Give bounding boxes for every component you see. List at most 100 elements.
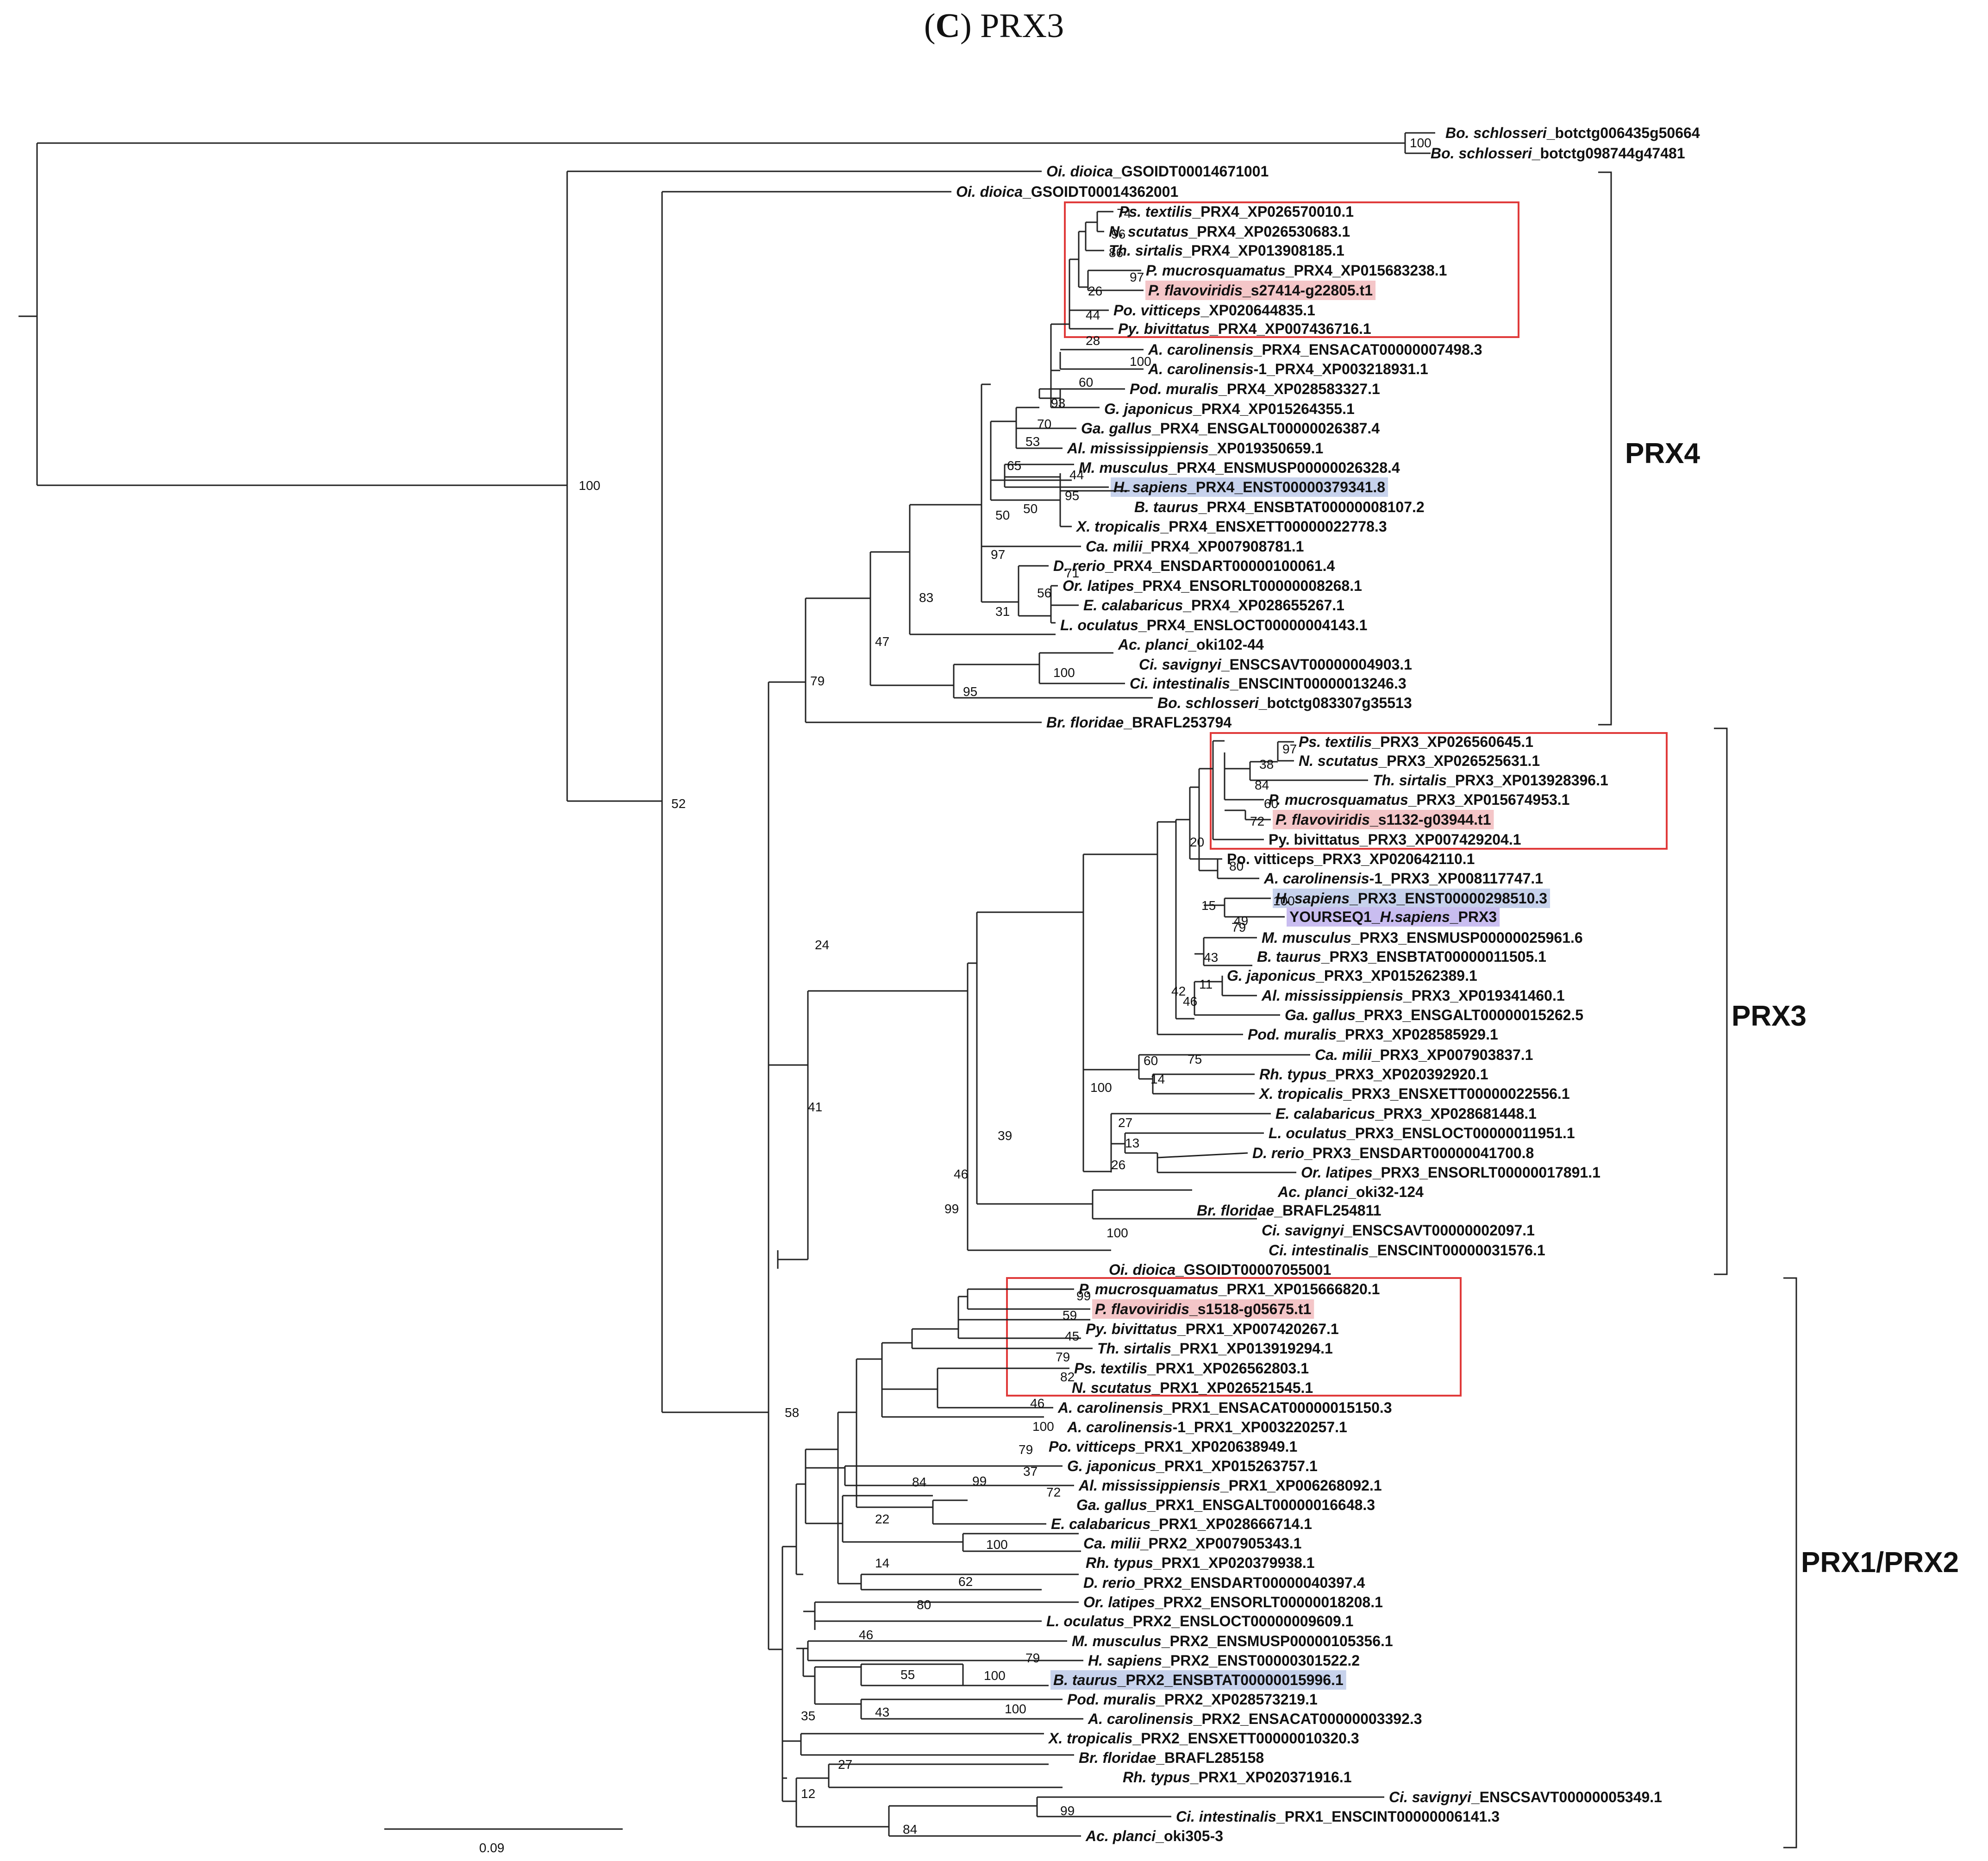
- tip-label: Al. mississippiensis_XP019350659.1: [1067, 440, 1323, 457]
- support-value: 49: [1234, 914, 1248, 928]
- tip-label: M. musculus_PRX3_ENSMUSP00000025961.6: [1262, 929, 1583, 946]
- clade-label-prx3: PRX3: [1732, 1000, 1807, 1032]
- tip-label: Al. mississippiensis_PRX1_XP006268092.1: [1078, 1477, 1382, 1494]
- tip-label: Ci. intestinalis_ENSCINT00000031576.1: [1269, 1242, 1545, 1259]
- scale-bar-label: 0.09: [479, 1841, 505, 1855]
- support-value: 41: [808, 1100, 822, 1114]
- tip-highlight: [1273, 889, 1550, 908]
- tip-label: X. tropicalis_PRX3_ENSXETT00000022556.1: [1258, 1085, 1570, 1102]
- tip-label: H. sapiens_PRX2_ENST00000301522.2: [1088, 1652, 1360, 1669]
- tip-label: A. carolinensis_PRX4_ENSACAT00000007498.…: [1148, 341, 1482, 358]
- support-value: 14: [1150, 1072, 1165, 1086]
- tip-label: L. oculatus_PRX4_ENSLOCT00000004143.1: [1060, 617, 1367, 633]
- support-value: 60: [1264, 796, 1278, 811]
- tip-label: H. sapiens_PRX3_ENST00000298510.3: [1275, 890, 1547, 907]
- tip-label: Al. mississippiensis_PRX3_XP019341460.1: [1261, 987, 1565, 1004]
- support-value: 97: [1282, 742, 1297, 756]
- support-value: 62: [958, 1574, 973, 1589]
- tip-label: Ga. gallus_PRX1_ENSGALT00000016648.3: [1076, 1497, 1375, 1513]
- clade-bracket: [1783, 1277, 1797, 1848]
- support-value: 31: [995, 604, 1010, 619]
- support-value: 100: [579, 478, 600, 493]
- support-value: 45: [1065, 1329, 1079, 1343]
- support-value: 100: [1130, 354, 1151, 369]
- tip-label: A. carolinensis-1_PRX1_XP003220257.1: [1067, 1419, 1347, 1435]
- tip-label: X. tropicalis_PRX2_ENSXETT00000010320.3: [1048, 1730, 1359, 1747]
- support-value: 100: [986, 1537, 1008, 1552]
- tip-label: Ci. savignyi_ENSCSAVT00000005349.1: [1389, 1789, 1662, 1805]
- clade-label-prx4: PRX4: [1625, 438, 1700, 470]
- support-value: 80: [1229, 859, 1244, 873]
- tip-label: E. calabaricus_PRX1_XP028666714.1: [1051, 1516, 1312, 1532]
- tip-label: Th. sirtalis_PRX3_XP013928396.1: [1373, 772, 1608, 789]
- tip-highlight: [1050, 1670, 1346, 1690]
- clade-label-prx12: PRX1/PRX2: [1801, 1547, 1959, 1579]
- tip-label: A. carolinensis-1_PRX4_XP003218931.1: [1148, 361, 1428, 377]
- tip-label: Ca. milii_PRX4_XP007908781.1: [1086, 538, 1304, 555]
- tip-highlight: [1145, 281, 1376, 300]
- tip-label: Rh. typus_PRX1_XP020379938.1: [1086, 1554, 1315, 1571]
- tip-label: Bo. schlosseri_botctg006435g50664: [1445, 125, 1700, 141]
- tip-label: Ca. milii_PRX2_XP007905343.1: [1083, 1535, 1301, 1552]
- support-value: 100: [1090, 1080, 1112, 1095]
- clade-bracket: [1714, 727, 1728, 1275]
- tip-label: G. japonicus_PRX3_XP015262389.1: [1227, 967, 1477, 984]
- tip-label: Ps. textilis_PRX4_XP026570010.1: [1119, 203, 1354, 220]
- tip-label: Ga. gallus_PRX3_ENSGALT00000015262.5: [1285, 1007, 1583, 1023]
- tip-label: Ac. planci_oki305-3: [1085, 1828, 1223, 1844]
- tip-label: P. mucrosquamatus_PRX4_XP015683238.1: [1146, 262, 1447, 279]
- support-value: 80: [917, 1598, 931, 1612]
- support-value: 71: [1065, 566, 1079, 580]
- tip-label: P. mucrosquamatus_PRX3_XP015674953.1: [1269, 791, 1569, 808]
- tip-label: E. calabaricus_PRX3_XP028681448.1: [1275, 1105, 1537, 1122]
- support-value: 46: [954, 1167, 968, 1181]
- support-value: 79: [810, 674, 825, 688]
- tip-label: N. scutatus_PRX1_XP026521545.1: [1072, 1379, 1313, 1396]
- support-value: 37: [1023, 1464, 1038, 1479]
- tip-label: Ca. milii_PRX3_XP007903837.1: [1315, 1046, 1533, 1063]
- tip-label: Pod. muralis_PRX4_XP028583327.1: [1130, 381, 1380, 397]
- tip-label: P. flavoviridis_s1518-g05675.t1: [1095, 1301, 1311, 1317]
- tip-highlight: [1111, 477, 1388, 497]
- viper-clade-box: [1006, 1277, 1462, 1397]
- support-value: 53: [1025, 434, 1040, 449]
- support-value: 99: [972, 1474, 987, 1488]
- support-value: 60: [1144, 1053, 1158, 1068]
- tip-label: B. taurus_PRX2_ENSBTAT00000015996.1: [1053, 1672, 1344, 1688]
- tip-label: G. japonicus_PRX4_XP015264355.1: [1104, 401, 1355, 417]
- support-value: 100: [1005, 1702, 1026, 1716]
- tip-label: Py. bivittatus_PRX1_XP007420267.1: [1086, 1321, 1339, 1337]
- tip-label: Ac. planci_oki32-124: [1277, 1184, 1424, 1200]
- tip-label: M. musculus_PRX2_ENSMUSP00000105356.1: [1072, 1633, 1393, 1649]
- support-value: 26: [1111, 1158, 1125, 1172]
- tip-label: Ps. textilis_PRX3_XP026560645.1: [1299, 733, 1533, 750]
- support-value: 59: [1063, 1308, 1077, 1322]
- tip-label: Py. bivittatus_PRX4_XP007436716.1: [1118, 320, 1371, 337]
- support-value: 82: [1060, 1370, 1075, 1384]
- tip-label: P. flavoviridis_s1132-g03944.t1: [1275, 811, 1491, 828]
- support-value: 70: [1037, 417, 1051, 431]
- tip-label: A. carolinensis_PRX1_ENSACAT00000015150.…: [1057, 1399, 1392, 1416]
- tip-label: D. rerio_PRX3_ENSDART00000041700.8: [1252, 1145, 1534, 1161]
- support-value: 58: [785, 1405, 799, 1420]
- support-value: 100: [1107, 1226, 1128, 1240]
- tip-label: P. flavoviridis_s27414-g22805.t1: [1148, 282, 1373, 299]
- support-value: 43: [1204, 950, 1218, 965]
- support-value: 14: [875, 1556, 889, 1570]
- support-value: 79: [1025, 1651, 1040, 1665]
- support-value: 79: [1056, 1350, 1070, 1364]
- tip-label: N. scutatus_PRX4_XP026530683.1: [1109, 223, 1350, 240]
- support-value: 100: [984, 1668, 1006, 1683]
- tip-label: X. tropicalis_PRX4_ENSXETT00000022778.3: [1075, 518, 1387, 535]
- support-value: 86: [1109, 245, 1123, 260]
- tip-label: Ps. textilis_PRX1_XP026562803.1: [1074, 1360, 1309, 1377]
- tip-label: Ci. intestinalis_ENSCINT00000013246.3: [1130, 675, 1407, 692]
- support-value: 46: [859, 1628, 873, 1642]
- viper-clade-box: [1210, 732, 1668, 850]
- support-value: 72: [1046, 1485, 1061, 1499]
- tip-label: B. taurus_PRX3_ENSBTAT00000011505.1: [1257, 948, 1546, 965]
- tip-label: Ci. savignyi_ENSCSAVT00000002097.1: [1262, 1222, 1535, 1239]
- support-value: 100: [1032, 1419, 1054, 1434]
- support-value: 83: [919, 590, 933, 605]
